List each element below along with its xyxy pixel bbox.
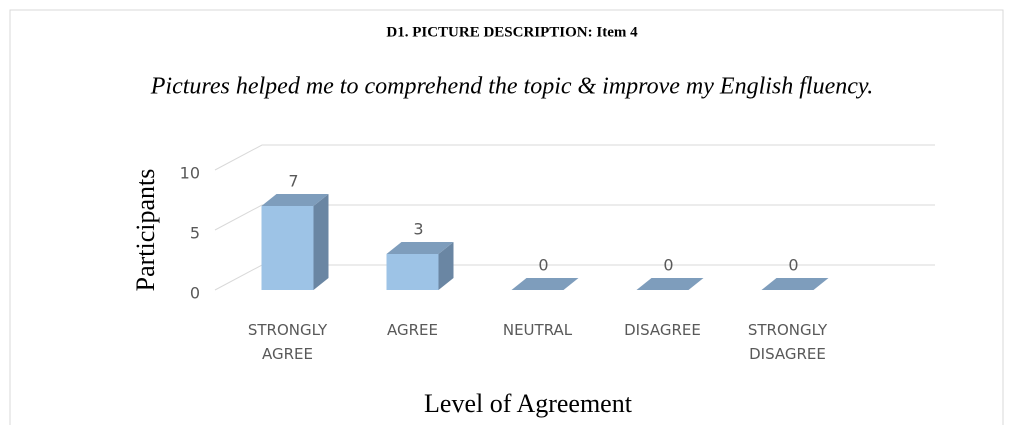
data-label: 7 xyxy=(288,172,298,191)
x-axis-label: Level of Agreement xyxy=(424,389,633,418)
y-axis-label: Participants xyxy=(131,169,160,292)
bar-front xyxy=(261,206,314,290)
x-tick-label: STRONGLY AGREE xyxy=(247,321,328,363)
x-tick-label: STRONGLY DISAGREE xyxy=(747,321,828,363)
y-tick-label: 5 xyxy=(190,224,200,243)
chart-title: D1. PICTURE DESCRIPTION: Item 4 xyxy=(386,24,638,40)
bar-top xyxy=(636,278,704,290)
data-label: 3 xyxy=(413,220,423,239)
bar-front xyxy=(386,254,439,290)
bar xyxy=(761,278,829,290)
data-label: 0 xyxy=(663,256,673,275)
grid-line xyxy=(214,144,935,171)
bar-top xyxy=(511,278,579,290)
grid-line xyxy=(214,204,935,231)
bar xyxy=(511,278,579,290)
x-tick-label: AGREE xyxy=(387,321,438,339)
bar-top xyxy=(386,242,454,254)
y-tick-label: 10 xyxy=(180,164,200,183)
chart-subtitle: Pictures helped me to comprehend the top… xyxy=(150,74,873,100)
y-tick-label: 0 xyxy=(190,284,200,303)
bar xyxy=(386,242,454,290)
bar xyxy=(261,194,329,290)
data-label: 0 xyxy=(788,256,798,275)
bar-side xyxy=(438,242,454,290)
frame xyxy=(9,9,1004,425)
bar-top xyxy=(761,278,829,290)
x-tick-label: DISAGREE xyxy=(624,321,701,339)
bar xyxy=(636,278,704,290)
x-tick-label: NEUTRAL xyxy=(502,321,573,339)
bar-side xyxy=(313,194,329,290)
data-label: 0 xyxy=(538,256,548,275)
bar-top xyxy=(261,194,329,206)
